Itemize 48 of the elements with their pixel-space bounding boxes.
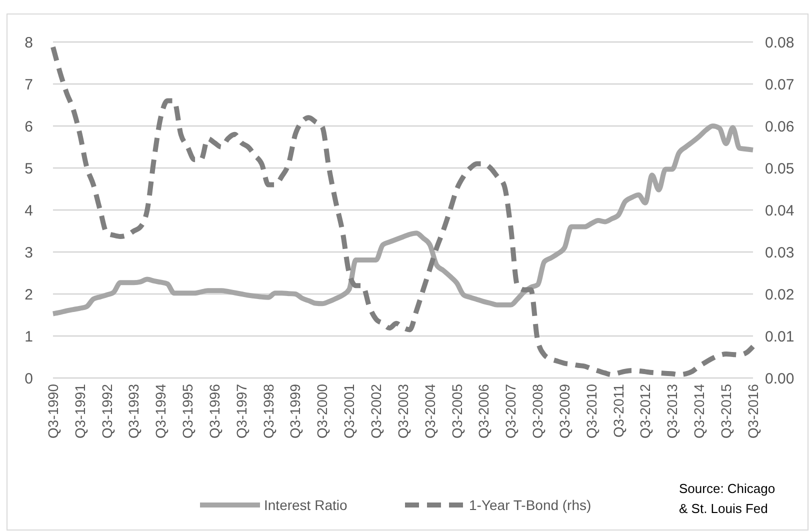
- y-tick-label: 0: [24, 370, 33, 388]
- y2-tick-label: 0.03: [765, 244, 794, 262]
- y2-tick-label: 0.02: [765, 286, 794, 304]
- legend-label: Interest Ratio: [264, 497, 348, 513]
- x-tick-label: Q3-2009: [556, 384, 572, 438]
- x-tick-label: Q3-2001: [341, 384, 358, 438]
- x-tick-label: Q3-2005: [448, 384, 465, 438]
- y2-tick-label: 0.07: [765, 76, 794, 94]
- x-tick-label: Q3-2003: [394, 384, 411, 438]
- x-tick-label: Q3-2012: [637, 384, 654, 438]
- x-tick-label: Q3-2008: [530, 384, 546, 438]
- y-tick-label: 8: [24, 34, 33, 52]
- x-tick-label: Q3-2007: [502, 384, 519, 438]
- y-tick-label: 3: [24, 244, 33, 262]
- x-tick-label: Q3-2004: [422, 384, 438, 438]
- y2-tick-label: 0.05: [765, 160, 794, 178]
- x-tick-label: Q3-2002: [368, 384, 384, 438]
- x-tick-label: Q3-2011: [610, 384, 626, 438]
- x-tick-label: Q3-2000: [314, 384, 330, 438]
- x-tick-label: Q3-2016: [744, 384, 761, 438]
- y-tick-label: 2: [24, 286, 33, 304]
- x-tick-label: Q3-1992: [98, 384, 115, 438]
- source-note: Source: Chicago & St. Louis Fed: [679, 481, 776, 516]
- x-tick-label: Q3-1990: [44, 384, 61, 438]
- y-tick-label: 5: [24, 160, 33, 178]
- x-tick-label: Q3-1997: [233, 384, 250, 438]
- x-tick-label: Q3-1994: [152, 384, 169, 438]
- y-tick-label: 1: [24, 328, 33, 346]
- legend-label: 1-Year T-Bond (rhs): [469, 497, 592, 513]
- x-tick-label: Q3-1995: [180, 384, 196, 438]
- x-tick-label: Q3-2010: [583, 384, 600, 438]
- y2-tick-label: 0.00: [765, 370, 794, 388]
- x-tick-label: Q3-2014: [691, 384, 708, 438]
- y2-tick-label: 0.06: [765, 118, 794, 136]
- x-tick-label: Q3-2006: [476, 384, 492, 438]
- x-tick-label: Q3-2015: [718, 384, 734, 438]
- x-tick-label: Q3-1991: [72, 384, 88, 438]
- x-tick-label: Q3-1998: [260, 384, 276, 438]
- x-tick-label: Q3-1999: [287, 384, 304, 438]
- y2-tick-label: 0.01: [765, 328, 794, 346]
- y-tick-label: 7: [24, 76, 33, 94]
- x-tick-label: Q3-2013: [664, 384, 680, 438]
- y-tick-label: 6: [24, 118, 33, 136]
- y2-tick-label: 0.04: [765, 202, 794, 220]
- y2-tick-label: 0.08: [765, 34, 794, 52]
- y-tick-label: 4: [24, 202, 33, 220]
- x-tick-label: Q3-1993: [126, 384, 142, 438]
- x-tick-label: Q3-1996: [206, 384, 222, 438]
